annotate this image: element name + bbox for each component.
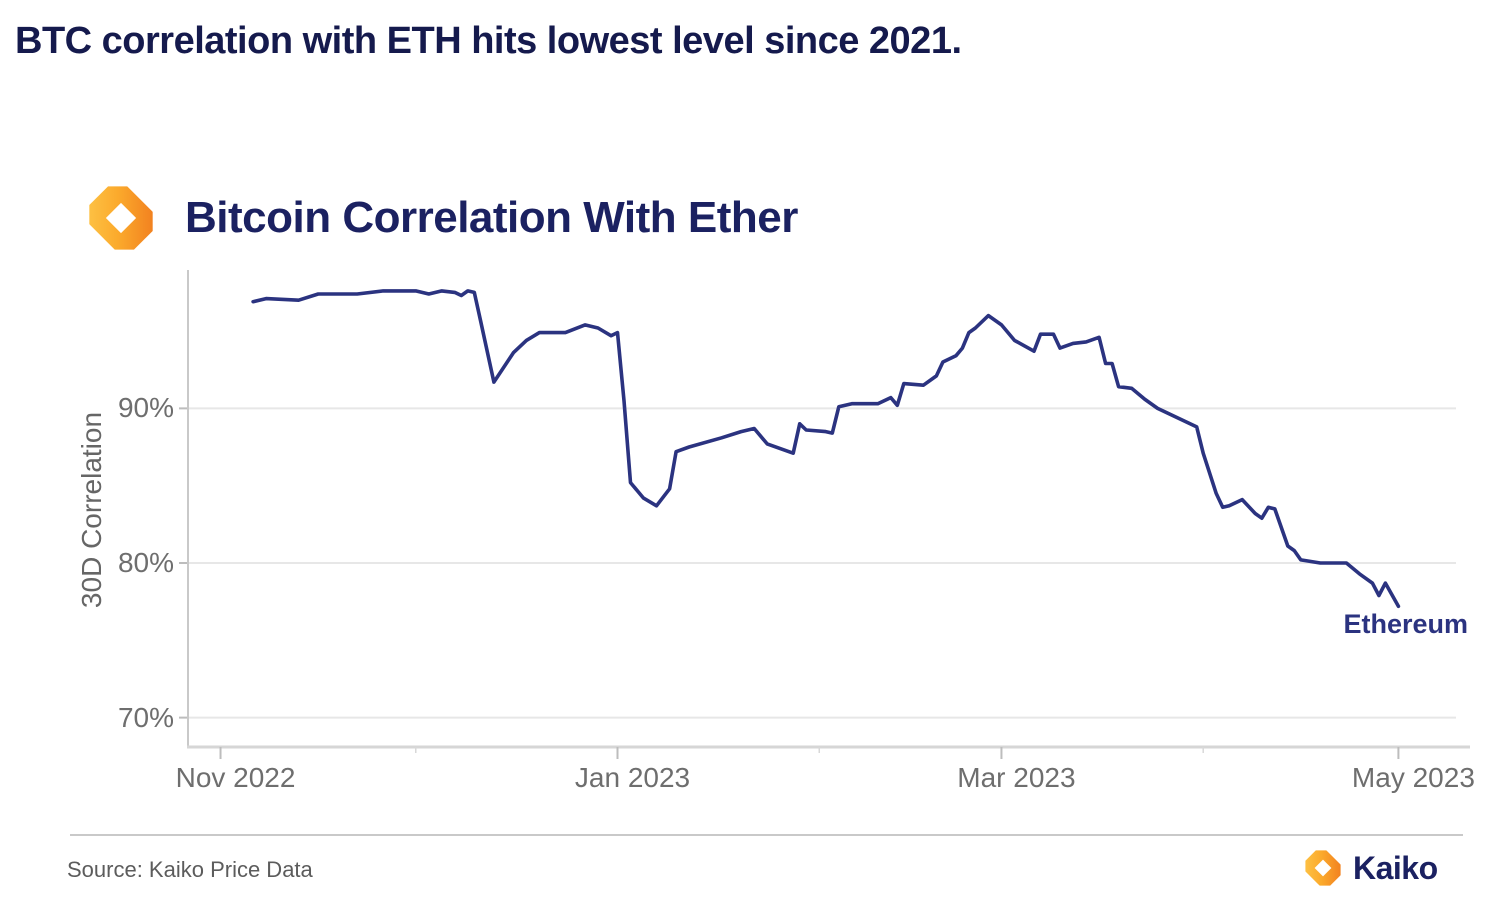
x-tick-label-Mar 2023: Mar 2023	[957, 762, 1076, 793]
footer-divider	[70, 834, 1463, 836]
headline: BTC correlation with ETH hits lowest lev…	[15, 20, 962, 62]
series-end-label-ethereum: Ethereum	[1343, 609, 1468, 639]
footer-logo: Kaiko	[1303, 848, 1438, 888]
kaiko-logo-icon	[85, 182, 157, 254]
x-tick-label-May 2023: May 2023	[1351, 762, 1475, 793]
y-axis-title: 30D Correlation	[76, 411, 107, 609]
source-note: Source: Kaiko Price Data	[67, 857, 313, 882]
x-tick-label-Nov 2022: Nov 2022	[175, 762, 296, 793]
y-tick-label-80%: 80%	[117, 547, 174, 578]
kaiko-wordmark: Kaiko	[1353, 849, 1438, 886]
kaiko-logo-icon-small	[1303, 848, 1343, 888]
y-tick-label-70%: 70%	[117, 701, 174, 733]
x-tick-label-Jan 2023: Jan 2023	[574, 762, 691, 793]
y-tick-label-90%: 90%	[117, 392, 174, 424]
chart-header: Bitcoin Correlation With Ether	[85, 180, 798, 256]
correlation-line-ethereum	[251, 289, 1401, 609]
chart-title: Bitcoin Correlation With Ether	[185, 193, 798, 242]
